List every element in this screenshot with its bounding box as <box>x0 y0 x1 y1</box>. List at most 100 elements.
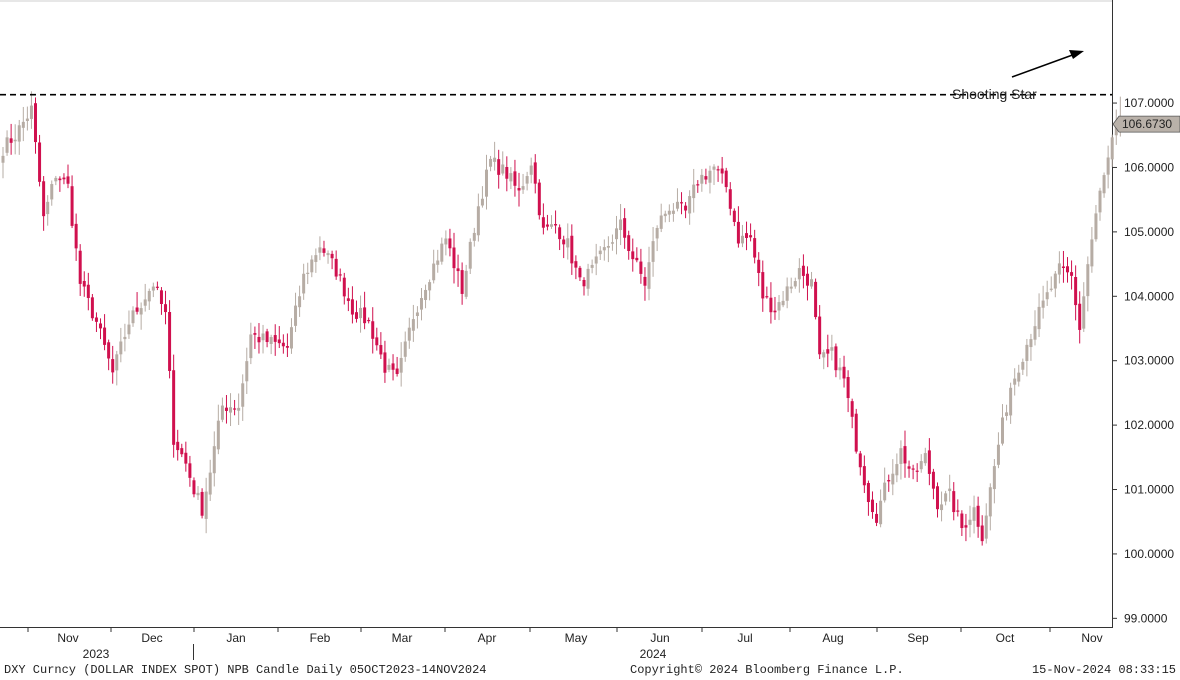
candle-body <box>948 488 952 492</box>
candles <box>1 91 1122 546</box>
candle-body <box>732 210 736 222</box>
candle-body <box>1114 125 1118 136</box>
candle <box>615 215 619 255</box>
candle <box>86 272 90 311</box>
candle <box>1 147 5 179</box>
candle-body <box>58 178 62 181</box>
candle-body <box>314 255 318 262</box>
candle-body <box>1045 292 1049 300</box>
candle-body <box>180 448 184 455</box>
candle <box>635 247 639 263</box>
candle <box>1053 270 1057 298</box>
candle-body <box>753 238 757 258</box>
candle-body <box>960 513 964 529</box>
candle <box>1013 368 1017 396</box>
candle <box>249 322 253 365</box>
candle-body <box>302 273 306 294</box>
candle-body <box>298 296 302 308</box>
candle <box>680 192 684 215</box>
candle <box>651 226 655 277</box>
candle <box>212 431 216 487</box>
candle <box>590 259 594 274</box>
candle-body <box>46 201 50 215</box>
candle-body <box>956 510 960 512</box>
candle-body <box>497 159 501 175</box>
candle <box>257 323 261 354</box>
annotation: Shooting Star <box>952 50 1084 102</box>
candle <box>545 214 549 231</box>
candle-body <box>915 470 919 472</box>
candle <box>456 254 460 287</box>
candle <box>147 288 151 310</box>
candle-body <box>643 276 647 286</box>
candle-body <box>50 184 54 200</box>
candle <box>663 210 667 223</box>
candle-body <box>797 268 801 280</box>
candle-body <box>74 223 78 249</box>
candle-body <box>773 310 777 313</box>
candle <box>497 149 501 189</box>
candle-body <box>862 466 866 486</box>
candle <box>887 474 891 492</box>
candle-body <box>610 242 614 244</box>
candle <box>923 447 927 466</box>
candle-body <box>550 224 554 227</box>
candle-body <box>42 181 46 217</box>
candle <box>428 279 432 301</box>
candle-body <box>1017 372 1021 382</box>
candle <box>74 213 78 261</box>
candle-body <box>5 137 9 153</box>
candle-body <box>78 250 82 284</box>
candle-body <box>123 336 127 340</box>
candle <box>419 288 423 321</box>
candle <box>684 202 688 219</box>
candle-body <box>684 205 688 211</box>
candle-body <box>436 260 440 265</box>
candle <box>781 291 785 308</box>
candle <box>838 358 842 380</box>
candle-body <box>9 138 13 143</box>
candle-body <box>1066 266 1070 273</box>
candle <box>643 267 647 301</box>
candle <box>38 134 42 187</box>
candle-body <box>562 239 566 245</box>
candle-body <box>281 342 285 347</box>
candle-body <box>176 441 180 451</box>
candle-body <box>895 464 899 476</box>
candle-body <box>615 228 619 240</box>
candle <box>671 203 675 222</box>
candle-body <box>208 472 212 495</box>
candle <box>659 203 663 233</box>
candle <box>1066 257 1070 283</box>
candle-body <box>761 272 765 299</box>
candle-body <box>70 186 74 226</box>
candle <box>875 502 879 527</box>
last-price-marker: 106.6730 <box>1112 115 1180 133</box>
candle <box>810 271 814 289</box>
candle <box>586 263 590 296</box>
candle <box>1049 276 1053 292</box>
candle <box>229 393 233 427</box>
candle-body <box>639 261 643 274</box>
candle-body <box>172 370 176 445</box>
candle <box>34 97 38 154</box>
candle <box>992 459 996 504</box>
candle-body <box>306 272 310 274</box>
candle-body <box>253 333 257 335</box>
candle <box>529 157 533 184</box>
candle <box>1082 282 1086 332</box>
candle <box>533 154 537 194</box>
candle-body <box>968 519 972 525</box>
y-tick-label: 102.0000 <box>1124 418 1174 432</box>
candle-body <box>1074 276 1078 306</box>
candle <box>1009 382 1013 424</box>
candle-body <box>769 297 773 313</box>
candle-body <box>988 487 992 517</box>
candle <box>903 430 907 478</box>
candle <box>90 293 94 321</box>
candle <box>594 243 598 276</box>
candle-body <box>879 500 883 525</box>
candle <box>1033 310 1037 346</box>
candle-body <box>229 407 233 413</box>
candle <box>58 176 62 192</box>
